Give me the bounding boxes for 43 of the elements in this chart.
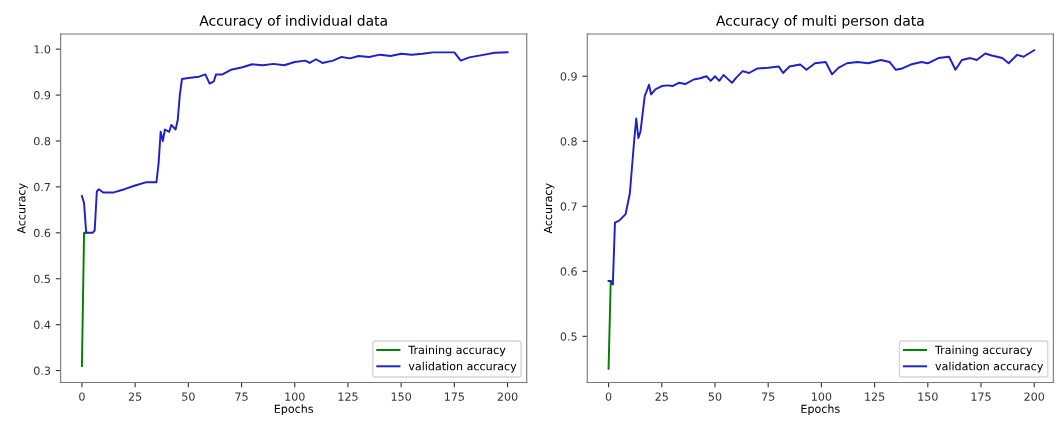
legend-label: Training accuracy: [408, 345, 506, 357]
x-axis-title: Epochs: [274, 404, 314, 416]
x-tick-label: 200: [497, 392, 518, 401]
x-tick-label: 50: [182, 392, 195, 401]
chart-title: Accuracy of individual data: [199, 15, 387, 29]
legend-label: validation accuracy: [935, 361, 1044, 373]
legend-label: validation accuracy: [408, 361, 517, 373]
y-axis-title: Accuracy: [17, 183, 28, 234]
line-series: [607, 49, 1036, 286]
y-tick-label: 0.5: [33, 274, 50, 284]
x-tick-label: 125: [338, 392, 358, 401]
y-tick-label: 0.4: [33, 320, 51, 330]
y-tick-label: 0.9: [560, 72, 577, 81]
y-tick-label: 0.7: [33, 182, 50, 192]
y-tick-label: 0.8: [560, 137, 577, 146]
y-tick-label: 0.8: [33, 136, 51, 146]
y-tick-label: 0.6: [560, 267, 577, 276]
x-tick-label: 0: [79, 392, 85, 401]
x-tick-label: 0: [605, 392, 612, 401]
x-tick-label: 150: [391, 392, 412, 401]
y-axis-title: Accuracy: [543, 183, 555, 234]
chart-title: Accuracy of multi person data: [716, 15, 924, 29]
x-tick-label: 75: [235, 392, 248, 401]
y-tick-label: 0.5: [560, 332, 577, 341]
y-tick-label: 0.3: [33, 366, 51, 375]
x-tick-label: 25: [655, 392, 668, 401]
x-tick-label: 200: [1024, 392, 1045, 401]
x-tick-label: 150: [918, 392, 938, 401]
y-tick-label: 0.6: [33, 228, 51, 238]
y-tick-label: 0.9: [33, 91, 51, 100]
x-axis-title: Epochs: [801, 404, 840, 416]
x-tick-label: 100: [285, 392, 305, 401]
line-series: [80, 51, 509, 234]
x-tick-label: 175: [971, 392, 991, 401]
x-tick-label: 25: [128, 392, 142, 401]
x-tick-label: 125: [865, 392, 885, 401]
x-tick-label: 50: [708, 392, 722, 401]
y-tick-label: 0.7: [560, 202, 577, 211]
y-tick-label: 1.0: [34, 45, 51, 54]
x-tick-label: 100: [812, 392, 832, 401]
x-tick-label: 75: [762, 392, 775, 401]
legend-label: Training accuracy: [934, 345, 1033, 357]
x-tick-label: 175: [444, 392, 464, 401]
